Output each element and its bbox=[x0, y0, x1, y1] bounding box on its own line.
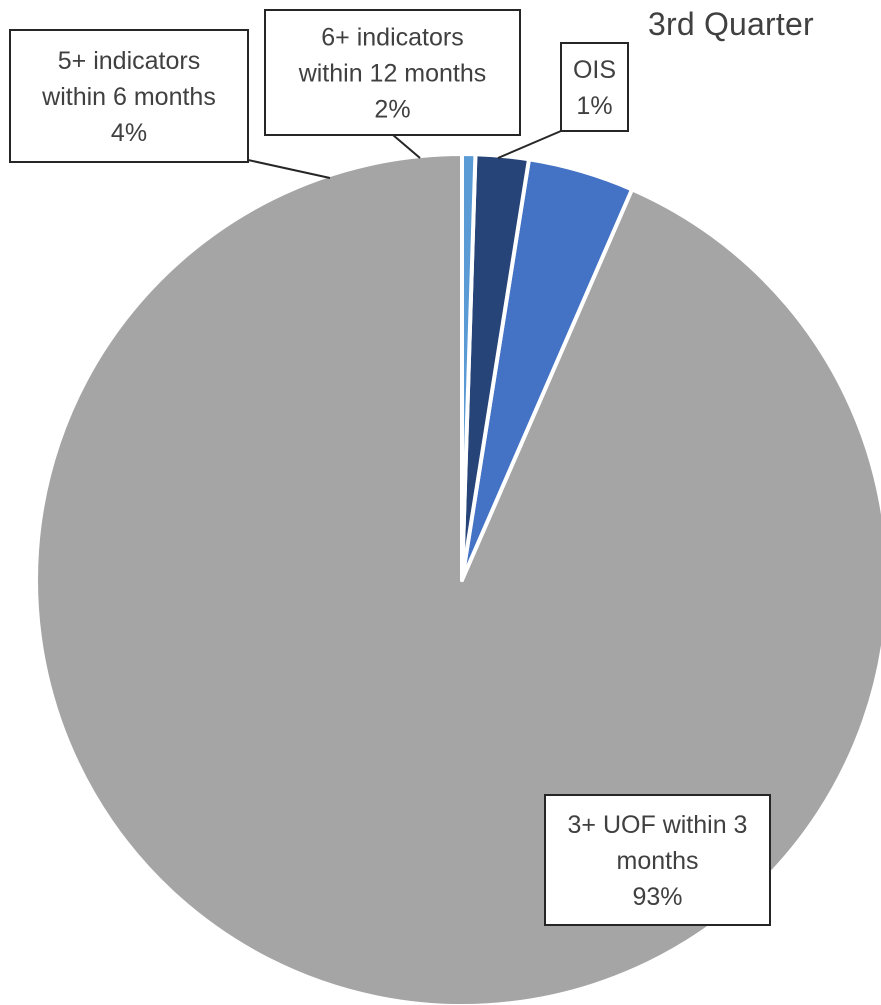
data-label-text-3-0: OIS bbox=[573, 56, 616, 84]
data-label-text-2-2: 2% bbox=[374, 96, 410, 124]
data-label-box-1 bbox=[9, 29, 249, 163]
chart-title: 3rd Quarter bbox=[648, 6, 814, 42]
leader-line-2 bbox=[392, 134, 421, 159]
leader-line-1 bbox=[247, 159, 331, 179]
data-label-text-2-1: within 12 months bbox=[298, 60, 487, 88]
data-label-text-0-0: 3+ UOF within 3 bbox=[568, 811, 748, 839]
data-label-text-3-1: 1% bbox=[576, 92, 612, 120]
data-label-text-1-0: 5+ indicators bbox=[58, 47, 200, 75]
data-label-text-1-1: within 6 months bbox=[41, 83, 216, 111]
slices-layer bbox=[34, 151, 881, 1005]
leader-line-3 bbox=[497, 130, 562, 159]
data-label-box-3 bbox=[560, 42, 629, 132]
data-label-0: 3+ UOF within 3 months 93% bbox=[544, 794, 771, 926]
pie-slice-0 bbox=[34, 152, 881, 1005]
data-label-text-2-0: 6+ indicators bbox=[321, 24, 463, 52]
data-label-box-2 bbox=[264, 9, 521, 136]
data-label-1: 5+ indicators within 6 months 4% bbox=[9, 29, 249, 163]
labels-layer: 3+ UOF within 3 months 93% 5+ indicators wit… bbox=[9, 9, 771, 926]
data-label-text-0-1: months bbox=[617, 847, 699, 875]
data-label-box-0 bbox=[544, 794, 771, 926]
data-label-3: OIS 1% bbox=[560, 42, 629, 132]
data-label-text-0-2: 93% bbox=[632, 883, 682, 911]
data-label-text-1-2: 4% bbox=[111, 119, 147, 147]
data-label-2: 6+ indicators within 12 months 2% bbox=[264, 9, 521, 136]
leaders-layer bbox=[247, 130, 562, 179]
pie-slice-3 bbox=[460, 151, 478, 582]
